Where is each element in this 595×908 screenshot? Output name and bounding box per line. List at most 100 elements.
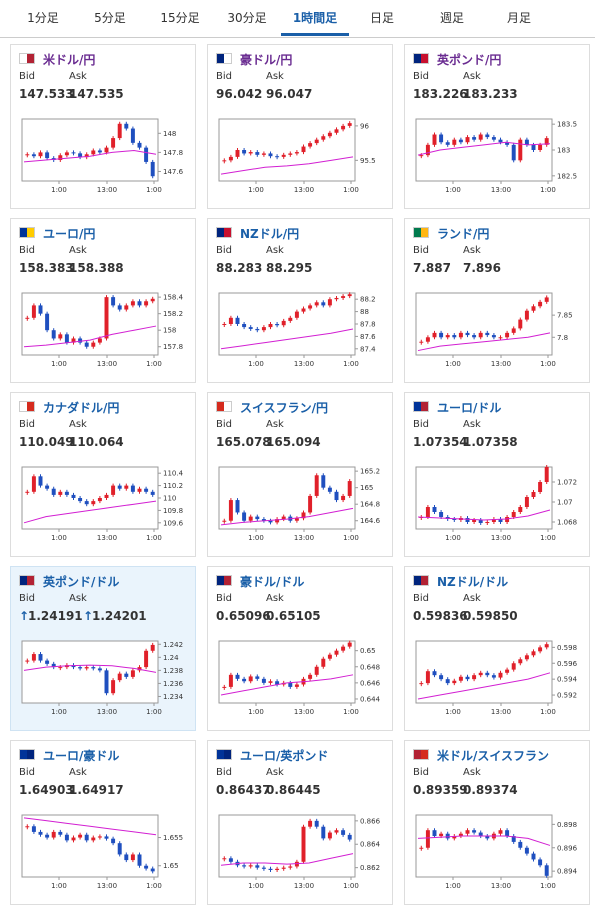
- rate-card[interactable]: ユーロ/豪ドル Bid Ask 1.64903 1.64917 1.655 1.65 1:00…: [10, 740, 196, 905]
- candle: [281, 867, 286, 869]
- candle: [347, 481, 352, 496]
- candle: [111, 680, 116, 694]
- pair-name[interactable]: ユーロ/円: [43, 227, 96, 241]
- pair-name[interactable]: NZドル/円: [240, 227, 300, 241]
- candle: [242, 678, 247, 682]
- candle: [58, 155, 63, 161]
- rate-card[interactable]: 豪ドル/円 Bid Ask 96.042 96.047 96 95.5 1:00 13:00 1:…: [207, 44, 393, 209]
- candle: [248, 327, 253, 329]
- rate-card[interactable]: NZドル/円 Bid Ask 88.283 88.295 88.2 88 87.8 87.6 87…: [207, 218, 393, 383]
- candle: [45, 485, 50, 489]
- bid-value: 183.226: [413, 87, 468, 101]
- rate-card[interactable]: 米ドル/円 Bid Ask 147.533 147.535 148 147.8 147.6 1:…: [10, 44, 196, 209]
- x-tick-label: 13:00: [294, 882, 314, 890]
- rate-card[interactable]: 豪ドル/ドル Bid Ask 0.65096 0.65105 0.65 0.648 0.646…: [207, 566, 393, 731]
- x-tick-label: 13:00: [491, 708, 511, 716]
- pair-name[interactable]: 豪ドル/ドル: [240, 575, 305, 589]
- candle: [104, 670, 109, 694]
- rate-card[interactable]: NZドル/ドル Bid Ask 0.59836 0.59850 0.598 0.596 0.5…: [404, 566, 590, 731]
- candle: [228, 674, 233, 687]
- candle: [71, 494, 76, 498]
- tab[interactable]: 5分足: [94, 11, 126, 25]
- y-tick-label: 0.592: [557, 692, 577, 700]
- candle: [308, 820, 313, 827]
- candle: [294, 684, 299, 687]
- candle: [472, 335, 477, 338]
- candle: [301, 146, 306, 153]
- candle: [281, 154, 286, 157]
- chart-frame: [415, 292, 553, 356]
- candle: [51, 831, 56, 838]
- pair-name[interactable]: 豪ドル/円: [240, 53, 293, 67]
- candle: [538, 144, 543, 150]
- rate-card[interactable]: カナダドル/円 Bid Ask 110.049 110.064 110.4 110.2 110…: [10, 392, 196, 557]
- tab[interactable]: 週足: [439, 11, 464, 25]
- candle: [472, 675, 477, 680]
- x-tick-label: 13:00: [97, 534, 117, 542]
- rate-card[interactable]: ランド/円 Bid Ask 7.887 7.896 7.85 7.8 1:00 13:00 1:0…: [404, 218, 590, 383]
- tab[interactable]: 1時間足: [281, 0, 349, 36]
- candle: [485, 332, 490, 336]
- candle: [458, 139, 463, 143]
- tab[interactable]: 30分足: [227, 11, 267, 25]
- mini-chart: 1.655 1.65 1:00 13:00 1:00: [21, 814, 183, 890]
- rate-card[interactable]: 英ポンド/ドル Bid Ask ↑ ↑ 1.24191 1.24201 1.242 1.24 1.…: [10, 566, 196, 731]
- bid-label: Bid: [19, 245, 35, 256]
- candle: [261, 519, 266, 521]
- pair-name[interactable]: スイスフラン/円: [240, 401, 329, 415]
- candle: [432, 671, 437, 676]
- ask-value: 1.64917: [69, 783, 124, 797]
- candle: [31, 476, 36, 492]
- candle: [222, 160, 227, 162]
- bid-label: Bid: [19, 767, 35, 778]
- moving-average: [220, 674, 354, 696]
- candle: [544, 138, 549, 145]
- moving-average: [23, 817, 157, 836]
- candle: [498, 672, 503, 678]
- rate-card[interactable]: ユーロ/ドル Bid Ask 1.07354 1.07358 1.072 1.07 1.068…: [404, 392, 590, 557]
- y-tick-label: 158.4: [163, 294, 184, 302]
- candle: [347, 834, 352, 840]
- tab[interactable]: 1分足: [27, 11, 59, 25]
- rate-card[interactable]: ユーロ/英ポンド Bid Ask 0.86437 0.86445 0.866 0.864 0.…: [207, 740, 393, 905]
- rate-card[interactable]: ユーロ/円 Bid Ask 158.383 158.388 158.4 158.2 158 15…: [10, 218, 196, 383]
- candle: [58, 334, 63, 339]
- candle: [45, 660, 50, 664]
- pair-name[interactable]: 英ポンド/ドル: [43, 575, 120, 589]
- candle: [301, 512, 306, 519]
- candle: [78, 498, 83, 502]
- pair-name[interactable]: 英ポンド/円: [437, 53, 502, 67]
- pair-name[interactable]: 米ドル/スイスフラン: [437, 749, 550, 763]
- tab[interactable]: 15分足: [160, 11, 200, 25]
- pair-name[interactable]: ランド/円: [437, 227, 490, 241]
- pair-name[interactable]: ユーロ/豪ドル: [43, 749, 120, 763]
- flag-icon: [216, 401, 232, 412]
- candle: [117, 843, 122, 855]
- pair-name[interactable]: 米ドル/円: [43, 53, 96, 67]
- rate-card[interactable]: スイスフラン/円 Bid Ask 165.078 165.094 165.2 165 164.…: [207, 392, 393, 557]
- rate-card[interactable]: 英ポンド/円 Bid Ask 183.226 183.233 183.5 183 182.5 1…: [404, 44, 590, 209]
- tab[interactable]: 月足: [506, 11, 531, 25]
- y-tick-label: 148: [163, 130, 176, 138]
- candle: [150, 868, 155, 872]
- y-tick-label: 0.596: [557, 660, 578, 668]
- y-tick-label: 0.898: [557, 821, 577, 829]
- y-tick-label: 110.2: [163, 482, 183, 490]
- candle: [58, 491, 63, 495]
- y-tick-label: 1.234: [163, 693, 184, 701]
- candle: [64, 152, 69, 156]
- candle: [327, 299, 332, 306]
- pair-name[interactable]: NZドル/ドル: [437, 575, 509, 589]
- pair-name[interactable]: カナダドル/円: [43, 401, 120, 415]
- mini-chart: 158.4 158.2 158 157.8 1:00 13:00 1:00: [21, 292, 184, 368]
- candle: [485, 522, 490, 523]
- tab[interactable]: 日足: [369, 11, 394, 25]
- candle: [314, 302, 319, 306]
- pair-name[interactable]: ユーロ/英ポンド: [240, 749, 329, 763]
- rate-card[interactable]: 米ドル/スイスフラン Bid Ask 0.89359 0.89374 0.898 0.896…: [404, 740, 590, 905]
- moving-average: [417, 332, 551, 352]
- candle: [511, 663, 516, 670]
- candle: [347, 642, 352, 647]
- pair-name[interactable]: ユーロ/ドル: [437, 401, 502, 415]
